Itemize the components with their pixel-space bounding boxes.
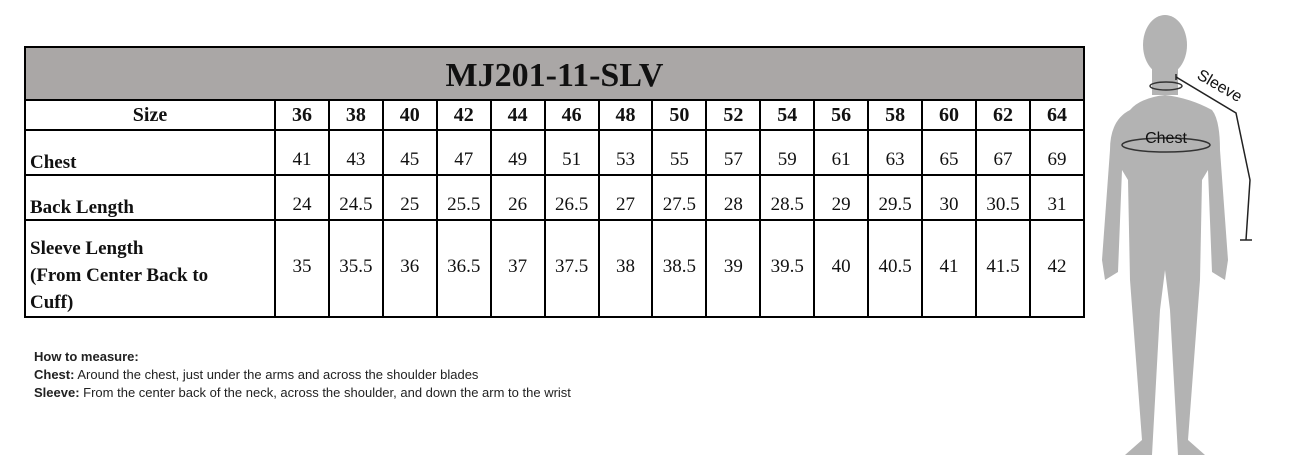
table-cell: 65 — [921, 129, 977, 176]
sleeve-note: Sleeve: From the center back of the neck… — [34, 384, 571, 402]
row-label-line: Cuff) — [30, 292, 74, 313]
table-cell: 39 — [705, 219, 762, 318]
table-cell: 61 — [813, 129, 870, 176]
chart-title: MJ201-11-SLV — [24, 46, 1085, 101]
sleeve-text: From the center back of the neck, across… — [79, 385, 571, 400]
table-cell: 29.5 — [867, 174, 924, 221]
table-cell: 55 — [651, 129, 708, 176]
table-cell: 57 — [705, 129, 762, 176]
table-cell: 45 — [381, 129, 438, 176]
table-cell: 26.5 — [543, 174, 600, 221]
table-cell: 24.5 — [327, 174, 384, 221]
body-measurement-figure: Chest Sleeve — [1102, 15, 1252, 455]
table-cell: 25.5 — [435, 174, 492, 221]
table-cell: 59 — [759, 129, 816, 176]
table-cell: 30 — [921, 174, 977, 221]
size-header-40: 40 — [381, 99, 438, 131]
size-header-36: 36 — [274, 99, 330, 131]
table-cell: 38 — [597, 219, 654, 318]
table-cell: 41.5 — [974, 219, 1031, 318]
size-header-42: 42 — [435, 99, 492, 131]
size-header-44: 44 — [489, 99, 546, 131]
table-cell: 28.5 — [759, 174, 816, 221]
notes-heading: How to measure: — [34, 349, 139, 364]
row-label: Sleeve Length (From Center Back to Cuff) — [24, 219, 276, 318]
table-cell: 27 — [597, 174, 654, 221]
size-header-56: 56 — [813, 99, 870, 131]
size-header-52: 52 — [705, 99, 762, 131]
size-header-label: Size — [24, 99, 276, 131]
table-row-chest: Chest 41 43 45 47 49 51 53 55 57 59 61 63 65 67 69 — [24, 129, 1086, 176]
size-header-38: 38 — [327, 99, 384, 131]
table-cell: 36.5 — [435, 219, 492, 318]
table-cell: 36 — [381, 219, 438, 318]
table-cell: 40 — [813, 219, 870, 318]
size-chart-table: MJ201-11-SLV Size 36 38 40 42 44 46 48 50 52 54 56… — [24, 46, 1086, 318]
table-row-sleeve-length: Sleeve Length (From Center Back to Cuff)… — [24, 219, 1086, 318]
table-cell: 37 — [489, 219, 546, 318]
table-cell: 38.5 — [651, 219, 708, 318]
size-header-54: 54 — [759, 99, 816, 131]
table-cell: 30.5 — [974, 174, 1031, 221]
table-cell: 25 — [381, 174, 438, 221]
table-cell: 35.5 — [327, 219, 384, 318]
table-cell: 40.5 — [867, 219, 924, 318]
chest-figure-label: Chest — [1145, 130, 1187, 147]
chest-note: Chest: Around the chest, just under the … — [34, 366, 571, 384]
table-cell: 27.5 — [651, 174, 708, 221]
size-header-62: 62 — [974, 99, 1031, 131]
size-header-row: Size 36 38 40 42 44 46 48 50 52 54 56 58 60 62 64 — [24, 99, 1086, 131]
table-cell: 26 — [489, 174, 546, 221]
table-cell: 67 — [974, 129, 1031, 176]
table-cell: 31 — [1028, 174, 1086, 221]
row-label: Back Length — [24, 174, 276, 221]
table-cell: 49 — [489, 129, 546, 176]
table-cell: 35 — [274, 219, 330, 318]
table-cell: 43 — [327, 129, 384, 176]
size-header-48: 48 — [597, 99, 654, 131]
size-header-60: 60 — [921, 99, 977, 131]
table-cell: 37.5 — [543, 219, 600, 318]
table-cell: 53 — [597, 129, 654, 176]
table-cell: 47 — [435, 129, 492, 176]
table-cell: 41 — [921, 219, 977, 318]
sleeve-figure-label: Sleeve — [1194, 67, 1245, 106]
size-header-64: 64 — [1028, 99, 1086, 131]
size-header-46: 46 — [543, 99, 600, 131]
table-row-back-length: Back Length 24 24.5 25 25.5 26 26.5 27 27.5 28 28… — [24, 174, 1086, 221]
table-cell: 51 — [543, 129, 600, 176]
table-cell: 29 — [813, 174, 870, 221]
table-cell: 69 — [1028, 129, 1086, 176]
row-label: Chest — [24, 129, 276, 176]
table-cell: 63 — [867, 129, 924, 176]
size-header-58: 58 — [867, 99, 924, 131]
size-header-50: 50 — [651, 99, 708, 131]
chest-term: Chest: — [34, 367, 75, 382]
chest-text: Around the chest, just under the arms an… — [74, 367, 479, 382]
sleeve-term: Sleeve: — [34, 385, 80, 400]
table-cell: 42 — [1028, 219, 1086, 318]
table-cell: 24 — [274, 174, 330, 221]
table-cell: 28 — [705, 174, 762, 221]
row-label-line: (From Center Back to — [30, 265, 209, 286]
table-cell: 39.5 — [759, 219, 816, 318]
table-cell: 41 — [274, 129, 330, 176]
row-label-line: Sleeve Length — [30, 238, 144, 259]
measure-notes: How to measure: Chest: Around the chest,… — [34, 348, 571, 402]
